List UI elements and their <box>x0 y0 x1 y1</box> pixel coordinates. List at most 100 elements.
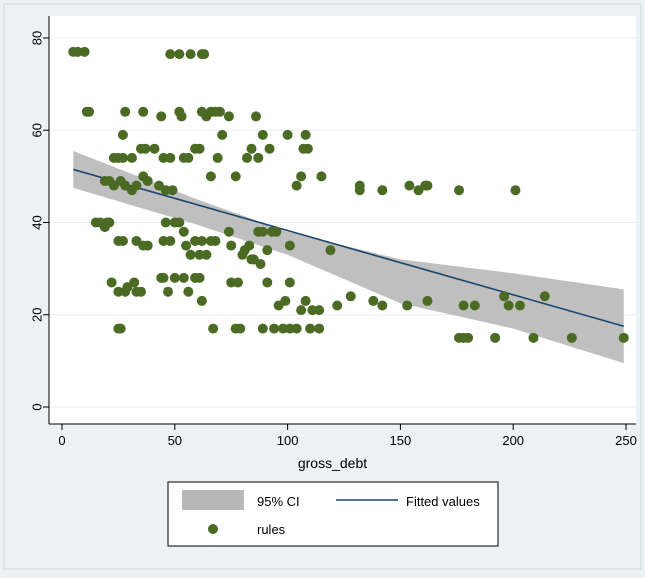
data-point-151 <box>115 323 126 334</box>
data-point-159 <box>291 323 302 334</box>
y-tick-label-4: 80 <box>30 31 45 45</box>
data-point-66 <box>377 185 388 196</box>
data-point-114 <box>129 277 140 288</box>
x-tick-label-0: 0 <box>58 433 65 448</box>
data-point-109 <box>325 245 336 256</box>
data-point-35 <box>194 143 205 154</box>
data-point-127 <box>232 277 243 288</box>
data-point-108 <box>284 240 295 251</box>
y-tick-label-1: 20 <box>30 308 45 322</box>
data-point-40 <box>241 152 252 163</box>
data-point-140 <box>368 295 379 306</box>
data-point-110 <box>106 277 117 288</box>
legend-label-ci: 95% CI <box>257 494 300 509</box>
data-point-132 <box>280 295 291 306</box>
data-point-119 <box>163 286 174 297</box>
data-point-152 <box>208 323 219 334</box>
data-point-166 <box>528 332 539 343</box>
data-point-10 <box>117 129 128 140</box>
data-point-25 <box>117 152 128 163</box>
x-tick-label-4: 200 <box>502 433 524 448</box>
data-point-51 <box>316 171 327 182</box>
data-point-129 <box>255 259 266 270</box>
data-point-104 <box>257 226 268 237</box>
data-point-44 <box>264 143 275 154</box>
data-point-105 <box>262 245 273 256</box>
data-point-128 <box>246 254 257 265</box>
x-axis-label: gross_debt <box>298 455 367 471</box>
y-tick-label-2: 40 <box>30 215 45 229</box>
data-point-97 <box>223 226 234 237</box>
data-point-124 <box>194 272 205 283</box>
data-point-133 <box>284 277 295 288</box>
plot-area <box>49 16 636 424</box>
data-point-147 <box>503 300 514 311</box>
data-point-142 <box>402 300 413 311</box>
data-point-77 <box>104 217 115 228</box>
data-point-89 <box>181 240 192 251</box>
data-point-144 <box>458 300 469 311</box>
data-point-121 <box>178 272 189 283</box>
data-point-120 <box>169 272 180 283</box>
fitted-line-layer <box>73 168 624 328</box>
fitted-line <box>73 168 624 328</box>
data-point-164 <box>463 332 474 343</box>
data-point-116 <box>135 286 146 297</box>
data-point-134 <box>296 305 307 316</box>
data-point-45 <box>282 129 293 140</box>
data-point-85 <box>165 235 176 246</box>
ci-band-layer <box>73 151 624 364</box>
y-tick-label-0: 0 <box>30 403 45 410</box>
data-point-39 <box>230 171 241 182</box>
data-point-137 <box>314 305 325 316</box>
data-point-125 <box>196 295 207 306</box>
data-point-101 <box>244 240 255 251</box>
data-point-122 <box>183 286 194 297</box>
x-tick-label-1: 50 <box>168 433 182 448</box>
legend-label-rules: rules <box>257 522 286 537</box>
data-point-11 <box>120 106 131 117</box>
data-point-5 <box>165 49 176 60</box>
data-point-94 <box>201 249 212 260</box>
data-point-146 <box>499 291 510 302</box>
data-point-31 <box>165 152 176 163</box>
axes: 0 50 100 150 200 250 0 20 40 60 80 <box>30 16 637 448</box>
data-point-84 <box>160 217 171 228</box>
data-point-98 <box>226 240 237 251</box>
data-point-29 <box>149 143 160 154</box>
scatter-points-layer <box>68 46 629 343</box>
ci-band <box>73 151 624 364</box>
data-point-167 <box>566 332 577 343</box>
data-point-135 <box>300 295 311 306</box>
data-point-4 <box>84 106 95 117</box>
data-point-70 <box>422 180 433 191</box>
data-point-38 <box>217 129 228 140</box>
x-tick-label-3: 150 <box>390 433 412 448</box>
data-point-155 <box>257 323 268 334</box>
data-point-2 <box>79 46 90 57</box>
data-point-43 <box>257 129 268 140</box>
data-point-118 <box>158 272 169 283</box>
data-point-13 <box>156 111 167 122</box>
data-point-21 <box>223 111 234 122</box>
data-point-37 <box>212 152 223 163</box>
data-point-148 <box>514 300 525 311</box>
data-point-20 <box>214 106 225 117</box>
data-point-36 <box>205 171 216 182</box>
data-point-46 <box>291 180 302 191</box>
data-point-143 <box>422 295 433 306</box>
data-point-63 <box>167 185 178 196</box>
data-point-41 <box>246 143 257 154</box>
legend: 95% CI Fitted values rules <box>167 481 499 547</box>
data-point-130 <box>262 277 273 288</box>
data-point-7 <box>185 49 196 60</box>
data-point-90 <box>185 249 196 260</box>
data-point-12 <box>138 106 149 117</box>
data-point-72 <box>510 185 521 196</box>
data-point-65 <box>354 185 365 196</box>
data-point-67 <box>404 180 415 191</box>
legend-swatch-ci <box>182 490 244 510</box>
x-tick-label-2: 100 <box>277 433 299 448</box>
data-point-149 <box>539 291 550 302</box>
